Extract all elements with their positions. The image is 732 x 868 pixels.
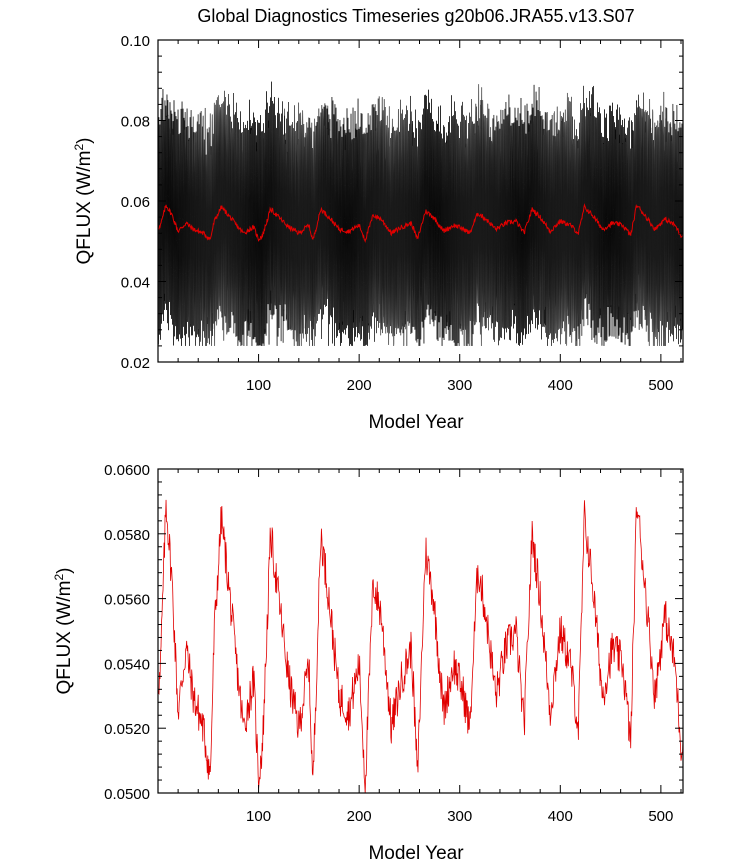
y-tick-label: 0.0520 bbox=[104, 721, 150, 738]
top-axis-ticks: 0.02 0.04 0.06 0.08 0.10 100 200 300 400 500 bbox=[121, 33, 683, 394]
top-plot-area bbox=[158, 81, 683, 346]
top-y-axis-label: QFLUX (W/m2) bbox=[72, 137, 95, 264]
y-tick-label: 0.10 bbox=[121, 33, 150, 50]
bottom-panel: 0.0500 0.0520 0.0540 0.0560 0.0580 0.0600 100 2… bbox=[52, 462, 684, 864]
x-tick-label: 100 bbox=[246, 808, 271, 825]
top-x-axis-label: Model Year bbox=[368, 412, 464, 433]
y-tick-label: 0.0560 bbox=[104, 592, 150, 609]
bottom-plot-frame bbox=[157, 468, 684, 794]
top-panel: 0.02 0.04 0.06 0.08 0.10 100 200 300 400 500 Mode… bbox=[72, 33, 684, 433]
y-tick-label: 0.06 bbox=[121, 194, 150, 211]
x-tick-label: 100 bbox=[246, 377, 271, 394]
x-tick-label: 200 bbox=[347, 808, 372, 825]
y-tick-label: 0.04 bbox=[121, 275, 150, 292]
x-tick-label: 300 bbox=[447, 808, 472, 825]
annual-series-line bbox=[158, 499, 683, 793]
y-tick-label: 0.08 bbox=[121, 114, 150, 131]
x-tick-label: 400 bbox=[548, 377, 573, 394]
y-tick-label: 0.0500 bbox=[104, 786, 150, 803]
x-tick-label: 500 bbox=[648, 808, 673, 825]
bottom-axis-ticks: 0.0500 0.0520 0.0540 0.0560 0.0580 0.0600 100 2… bbox=[104, 462, 683, 825]
monthly-series-line bbox=[158, 81, 683, 346]
bottom-x-axis-label: Model Year bbox=[368, 843, 464, 864]
annual-series-line bbox=[158, 203, 683, 244]
y-tick-label: 0.0600 bbox=[104, 462, 150, 479]
x-tick-label: 400 bbox=[548, 808, 573, 825]
x-tick-label: 200 bbox=[347, 377, 372, 394]
y-tick-label: 0.02 bbox=[121, 355, 150, 372]
x-tick-label: 300 bbox=[447, 377, 472, 394]
x-tick-label: 500 bbox=[648, 377, 673, 394]
bottom-plot-area bbox=[158, 499, 683, 793]
bottom-y-axis-label: QFLUX (W/m2) bbox=[52, 567, 75, 694]
chart-title: Global Diagnostics Timeseries g20b06.JRA… bbox=[197, 6, 634, 26]
y-tick-label: 0.0580 bbox=[104, 527, 150, 544]
y-tick-label: 0.0540 bbox=[104, 656, 150, 673]
